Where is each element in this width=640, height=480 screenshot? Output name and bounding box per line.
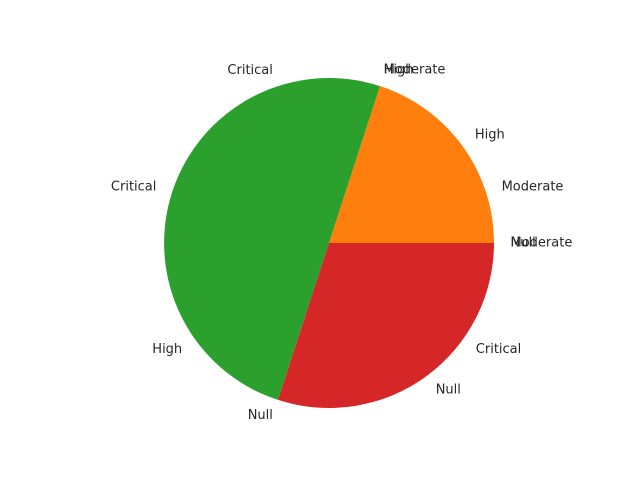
pie-label: Moderate [502,179,564,194]
pie-slices [164,78,494,408]
pie-slice-critical [164,78,380,400]
pie-label: High [475,128,505,143]
pie-label: High [384,62,414,77]
pie-slice-moderate [329,86,494,243]
pie-label: Null [248,408,273,423]
pie-label: Null [511,236,536,251]
pie-label: Critical [227,63,272,78]
pie-label: High [152,342,182,357]
pie-label: Moderate [511,236,573,251]
pie-label: Critical [476,342,521,357]
pie-labels: NullModerateModerateHighModerateHighCrit… [111,62,572,423]
pie-slice-high [278,243,494,408]
pie-label: Null [436,382,461,397]
pie-label: Moderate [384,62,446,77]
pie-label: Critical [111,179,156,194]
